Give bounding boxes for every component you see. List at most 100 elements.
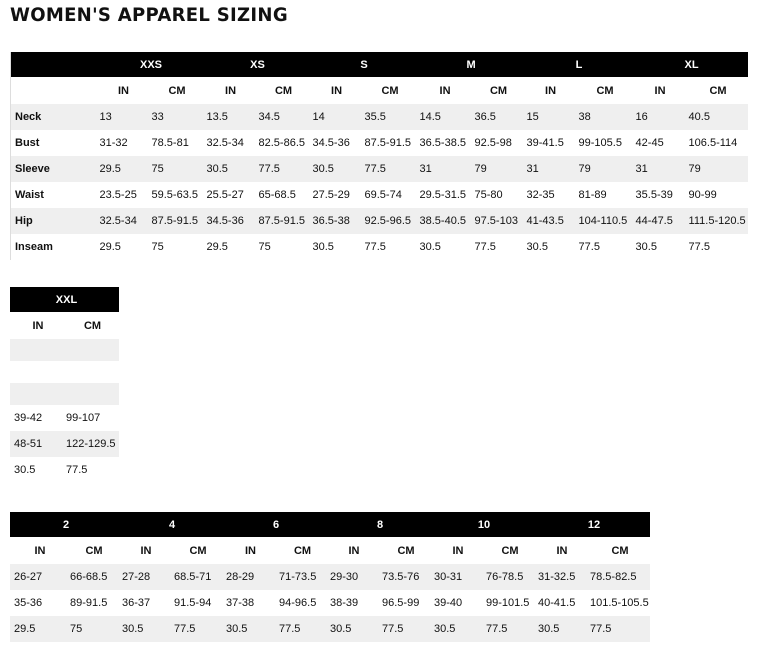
measurement-value [62, 339, 119, 361]
measurement-value: 44-47.5 [631, 208, 685, 234]
measurement-value: 87.5-91.5 [254, 208, 309, 234]
measurement-value: 99-101.5 [486, 597, 530, 609]
unit-header: CM [381, 84, 399, 97]
measurement-value: 28-29 [222, 564, 275, 590]
unit-header: IN [654, 84, 666, 97]
measurement-value: 87.5-91.5 [364, 137, 411, 149]
corner-cell [11, 77, 96, 104]
measurement-value: 41-43.5 [522, 208, 575, 234]
measurement-value: 79 [684, 156, 748, 182]
unit-header: IN [225, 84, 237, 97]
measurement-value: 76-78.5 [482, 564, 534, 590]
table-row: 29.5 75 30.5 77.5 30.5 77.5 30.5 77.5 30.5 77.5 30… [10, 616, 650, 642]
measurement-value: 122-129.5 [62, 431, 119, 457]
table-row [10, 383, 119, 405]
measurement-value: 79 [574, 156, 632, 182]
unit-header: IN [545, 84, 557, 97]
measurement-value: 31-32 [99, 137, 128, 149]
measurement-value: 68.5-71 [170, 564, 222, 590]
measurement-value: 75 [151, 241, 164, 253]
unit-header: IN [245, 544, 256, 557]
measurement-value: 29.5 [10, 616, 66, 642]
measurement-value: 87.5-91.5 [147, 208, 203, 234]
measurement-value: 30.5 [308, 156, 361, 182]
measurement-value: 35.5 [360, 104, 416, 130]
measurement-value: 40-41.5 [538, 597, 576, 609]
measurement-value: 38.5-40.5 [415, 208, 471, 234]
measurement-value: 37-38 [226, 597, 255, 609]
measurement-value: 14.5 [415, 104, 471, 130]
size-header: 2 [10, 512, 118, 537]
size-header: XXL [10, 287, 119, 312]
measurement-value: 42-45 [635, 137, 664, 149]
unit-header: CM [168, 84, 186, 97]
unit-header: IN [348, 544, 360, 557]
measurement-value: 29.5 [99, 241, 121, 253]
unit-header: CM [83, 319, 102, 332]
size-header: 12 [534, 512, 650, 537]
measurement-value [62, 383, 119, 405]
measurement-value: 34.5-36 [312, 137, 350, 149]
size-header: XXS [95, 52, 203, 77]
measurement-value: 13.5 [202, 104, 255, 130]
table-row: Waist 23.5-25 59.5-63.5 25.5-27 65-68.5 27.5-… [11, 182, 748, 208]
measurement-value: 35.5-39 [635, 189, 673, 201]
measurement-value: 31 [522, 156, 575, 182]
unit-header: CM [274, 84, 293, 97]
measurement-value: 14 [308, 104, 361, 130]
table-row: Neck 13 33 13.5 34.5 14 35.5 14.5 36.5 15 38 16 40.5 [10, 104, 748, 130]
unit-header: CM [293, 544, 312, 557]
measurement-value: 89-91.5 [70, 597, 108, 609]
measurement-value: 91.5-94 [174, 597, 212, 609]
measurement-value: 111.5-120.5 [684, 208, 748, 234]
measurement-label: Neck [10, 104, 96, 130]
measurement-value: 77.5 [578, 241, 600, 253]
unit-header-row: IN CM IN CM IN CM IN CM IN CM IN CM [10, 537, 650, 564]
size-header: M [415, 52, 523, 77]
measurement-value: 39-42 [14, 412, 43, 424]
measurement-value: 79 [470, 156, 523, 182]
table-row: 30.5 77.5 [10, 457, 119, 483]
measurement-value: 16 [631, 104, 685, 130]
measurement-value: 38-39 [330, 597, 359, 609]
measurement-value: 106.5-114 [688, 137, 738, 149]
page-title: WOMEN'S APPAREL SIZING [10, 4, 288, 26]
measurement-value: 71-73.5 [275, 564, 326, 590]
measurement-value: 90-99 [688, 189, 717, 201]
measurement-value: 77.5 [170, 616, 222, 642]
size-header: L [522, 52, 632, 77]
measurement-value: 30.5 [526, 241, 548, 253]
measurement-value: 77.5 [482, 616, 534, 642]
size-header-row: 2 4 6 8 10 12 [10, 512, 650, 537]
measurement-value: 30.5 [312, 241, 334, 253]
size-header-row: XXL [10, 287, 119, 312]
measurement-label: Waist [15, 189, 44, 201]
measurement-value: 36.5-38 [308, 208, 361, 234]
unit-header: CM [189, 544, 207, 557]
measurement-value: 34.5 [254, 104, 309, 130]
measurement-value: 32.5-34 [206, 137, 244, 149]
measurement-value: 15 [522, 104, 575, 130]
table-row: Hip 32.5-34 87.5-91.5 34.5-36 87.5-91.5 36.5-… [10, 208, 748, 234]
measurement-value: 32.5-34 [95, 208, 148, 234]
size-table-numeric: 2 4 6 8 10 12 IN CM IN CM IN CM IN CM IN CM IN CM 26-27 66-… [10, 512, 650, 642]
unit-header: CM [397, 544, 415, 557]
measurement-value: 30.5 [635, 241, 657, 253]
unit-header: CM [85, 544, 103, 557]
measurement-value: 30-31 [430, 564, 482, 590]
size-header: 4 [118, 512, 222, 537]
measurement-value: 39-40 [434, 597, 463, 609]
measurement-value: 75 [147, 156, 203, 182]
table-row [10, 361, 119, 383]
measurement-value: 82.5-86.5 [258, 137, 305, 149]
measurement-value: 30.5 [118, 616, 170, 642]
unit-header: CM [489, 84, 508, 97]
measurement-value: 29.5 [206, 241, 228, 253]
unit-header: CM [596, 84, 614, 97]
table-row [10, 339, 119, 361]
unit-header-row: IN CM IN CM IN CM IN CM IN CM IN CM [11, 77, 748, 104]
measurement-value: 101.5-105.5 [590, 597, 649, 609]
unit-header: IN [331, 84, 343, 97]
measurement-value: 30.5 [326, 616, 378, 642]
measurement-value: 99-107 [66, 412, 101, 424]
